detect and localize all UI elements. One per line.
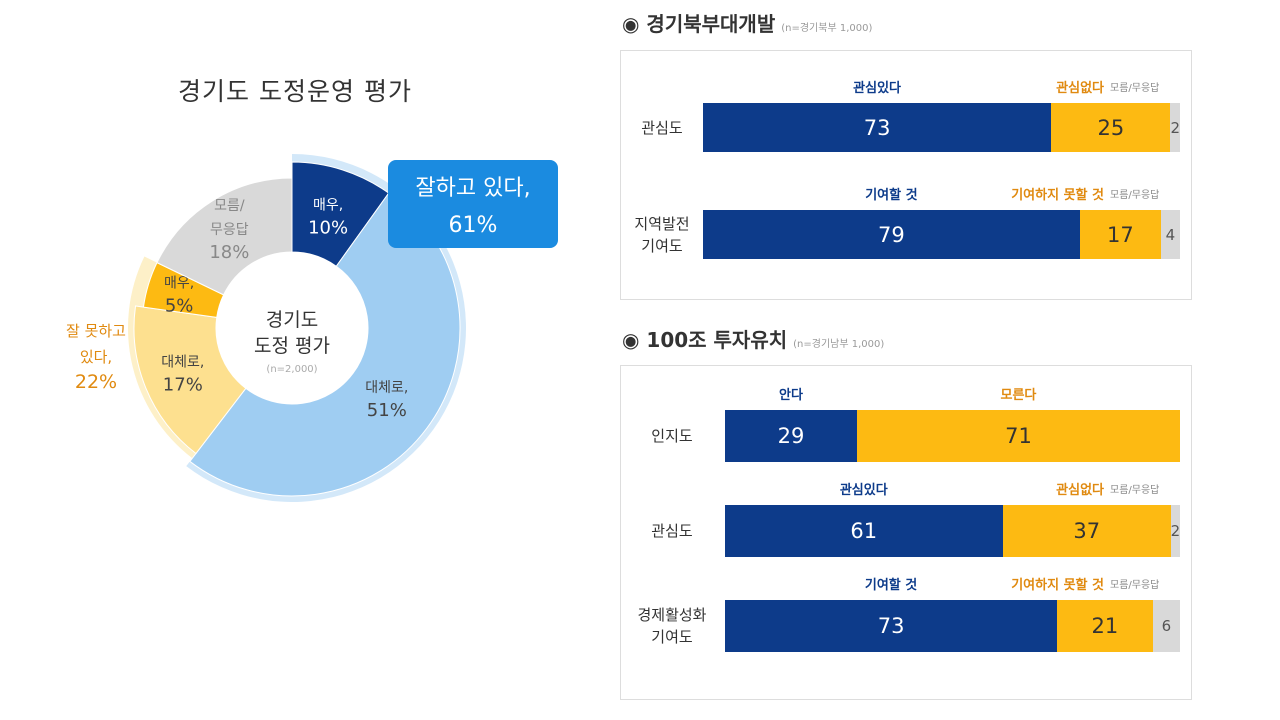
slice-label: 10% <box>308 218 348 239</box>
slice-label: 모름/ <box>214 198 245 214</box>
section-title-text: 경기북부대개발 <box>646 12 776 36</box>
center-label: 도정 평가 <box>254 335 330 357</box>
bad-group-label: 22% <box>75 371 117 393</box>
bad-group-label: 잘 못하고 <box>66 322 126 340</box>
slice-label: 51% <box>367 400 407 421</box>
bad-group-label: 있다, <box>80 348 112 366</box>
section-title-text: 100조 투자유치 <box>646 328 788 352</box>
bar-segment: 73 <box>703 103 1052 152</box>
bar-segment: 71 <box>856 410 1180 462</box>
row-label: 관심도 <box>651 522 693 540</box>
bar-segment: 6 <box>1152 600 1180 652</box>
center-label: 경기도 <box>266 309 318 331</box>
row-label: 관심도 <box>641 118 683 137</box>
slice-label: 대체로, <box>365 380 408 396</box>
bar-segment: 4 <box>1160 210 1180 259</box>
donut-slice <box>156 177 293 296</box>
row-label: 인지도 <box>651 427 693 445</box>
center-sample-size: (n=2,000) <box>266 364 317 375</box>
bar-segment: 29 <box>725 410 857 462</box>
good-callout-box <box>388 160 558 248</box>
bar-header: 관심있다 <box>839 483 888 498</box>
bar-header: 모름/무응답 <box>1110 580 1160 591</box>
good-callout-label: 잘하고 있다, <box>415 176 530 201</box>
bar-segment: 17 <box>1079 210 1161 259</box>
bar-segment: 37 <box>1002 505 1171 557</box>
slice-label: 매우, <box>164 276 194 292</box>
bar-header: 모름/무응답 <box>1110 83 1160 94</box>
bar-segment: 21 <box>1057 600 1153 652</box>
bar-header: 안다 <box>779 388 803 403</box>
sample-size: (n=경기북부 1,000) <box>781 23 873 34</box>
sample-size: (n=경기남부 1,000) <box>793 339 885 350</box>
bar-header: 모름/무응답 <box>1110 190 1160 201</box>
slice-label: 17% <box>163 375 203 396</box>
bar-header: 모름/무응답 <box>1110 485 1160 496</box>
section-title-investment: ◉ 100조 투자유치 (n=경기남부 1,000) <box>622 324 884 353</box>
bar-header: 관심없다 <box>1056 81 1104 96</box>
bar-header: 기여하지 못할 것 <box>1011 188 1104 203</box>
row-label: 경제활성화 기여도 <box>637 606 707 646</box>
slice-label: 18% <box>209 242 249 263</box>
bar-header: 모른다 <box>1000 388 1037 403</box>
bar-header: 관심있다 <box>853 81 902 96</box>
donut-title: 경기도 도정운영 평가 <box>178 77 412 106</box>
good-callout-value: 61% <box>449 213 498 238</box>
row-label: 지역발전 기여도 <box>634 214 690 255</box>
bar-segment: 25 <box>1051 103 1171 152</box>
donut-slice <box>133 305 247 455</box>
slice-label: 매우, <box>313 198 343 214</box>
bar-segment: 2 <box>1170 103 1180 152</box>
bar-header: 기여할 것 <box>864 578 918 593</box>
donut-chart: 매우, 10% 대체로, 51% 대체로, 17% 매우, 5% 모름/무응답 18% 경기도도정 … <box>66 154 558 503</box>
donut-slice <box>189 190 461 497</box>
bullet-icon: ◉ <box>622 328 640 352</box>
bar-header: 기여할 것 <box>865 188 918 203</box>
bar-segment: 73 <box>725 600 1058 652</box>
slice-label: 무응답 <box>210 222 249 238</box>
bar-segment: 79 <box>703 210 1080 259</box>
bar-header: 관심없다 <box>1056 483 1104 498</box>
slice-label: 대체로, <box>161 355 204 371</box>
bullet-icon: ◉ <box>622 12 640 36</box>
bar-segment: 2 <box>1171 505 1180 557</box>
bar-header: 기여하지 못할 것 <box>1011 578 1104 593</box>
slice-label: 5% <box>165 296 194 317</box>
section-title-north: ◉ 경기북부대개발 (n=경기북부 1,000) <box>622 8 872 37</box>
bar-segment: 61 <box>725 505 1003 557</box>
